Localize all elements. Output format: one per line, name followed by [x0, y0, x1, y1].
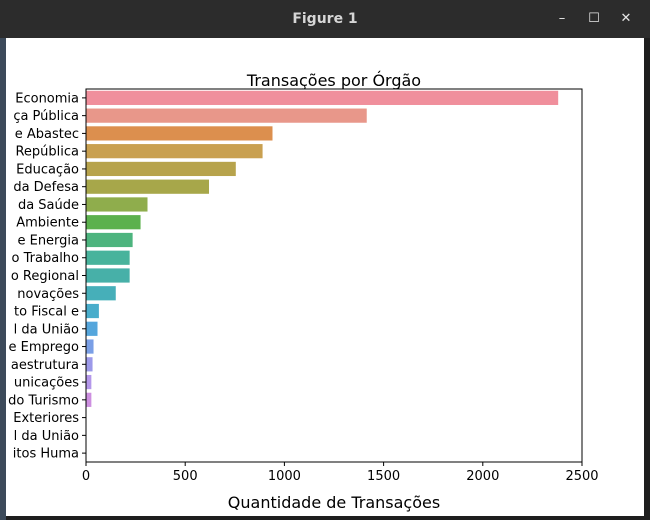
y-tick-label: e Emprego — [8, 340, 79, 355]
bar-17 — [86, 392, 92, 407]
bar-0 — [86, 90, 559, 105]
bar-7 — [86, 215, 141, 230]
bar-10 — [86, 268, 130, 283]
bar-13 — [86, 321, 98, 336]
y-tick-label: o Regional — [11, 269, 79, 284]
x-tick-label: 1500 — [367, 469, 400, 484]
y-tick-label: aestrutura — [11, 358, 79, 373]
y-tick-label: e Energia — [17, 233, 79, 248]
chart-title: Transações por Órgão — [246, 71, 421, 90]
bar-16 — [86, 374, 92, 390]
bar-3 — [86, 144, 263, 159]
y-tick-label: o Trabalho — [12, 251, 79, 266]
y-tick-label: Exteriores — [13, 411, 79, 426]
bar-15 — [86, 357, 93, 372]
bar-5 — [86, 179, 210, 194]
x-tick-label: 1000 — [268, 469, 301, 484]
plot-frame — [85, 88, 583, 463]
bar-8 — [86, 232, 133, 248]
y-tick-label: da Saúde — [18, 198, 79, 213]
y-tick-label: to Fiscal e — [14, 305, 79, 320]
y-tick-label: itos Huma — [13, 447, 79, 462]
x-tick-label: 2500 — [565, 469, 598, 484]
x-tick-label: 2000 — [466, 469, 499, 484]
y-tick-label: Economia — [15, 91, 79, 106]
maximize-icon[interactable]: ☐ — [588, 11, 600, 26]
close-icon[interactable]: ✕ — [620, 11, 632, 26]
y-tick-label: do Turismo — [8, 393, 79, 408]
y-tick-label: l da União — [14, 429, 79, 444]
minimize-icon[interactable]: – — [558, 11, 566, 26]
x-tick-label: 0 — [82, 469, 90, 484]
y-tick-label: da Defesa — [13, 180, 79, 195]
y-tick-label: Educação — [16, 162, 79, 177]
y-tick-label: Ambiente — [16, 216, 79, 231]
bar-2 — [86, 126, 273, 141]
bar-6 — [86, 197, 148, 212]
figure-canvas: Transações por Órgão Economia ça Pública e… — [6, 38, 644, 516]
bar-9 — [86, 250, 130, 265]
x-tick-label: 500 — [173, 469, 198, 484]
bar-12 — [86, 303, 99, 319]
background-window-edge — [0, 38, 6, 520]
y-tick-label: República — [15, 145, 79, 160]
bar-4 — [86, 161, 236, 177]
title-bar[interactable]: Figure 1 – ☐ ✕ — [0, 0, 650, 38]
bar-1 — [86, 108, 367, 123]
y-tick-label: l da União — [14, 322, 79, 337]
y-tick-label: novações — [17, 287, 79, 302]
bar-chart: Transações por Órgão Economia ça Pública e… — [8, 71, 598, 512]
y-tick-label: ça Pública — [13, 109, 79, 124]
y-tick-label: unicações — [14, 376, 79, 391]
bar-14 — [86, 339, 94, 354]
x-axis-label: Quantidade de Transações — [228, 493, 440, 512]
y-tick-label: e Abastec — [15, 127, 79, 142]
window-title: Figure 1 — [292, 11, 358, 27]
bar-11 — [86, 286, 116, 301]
